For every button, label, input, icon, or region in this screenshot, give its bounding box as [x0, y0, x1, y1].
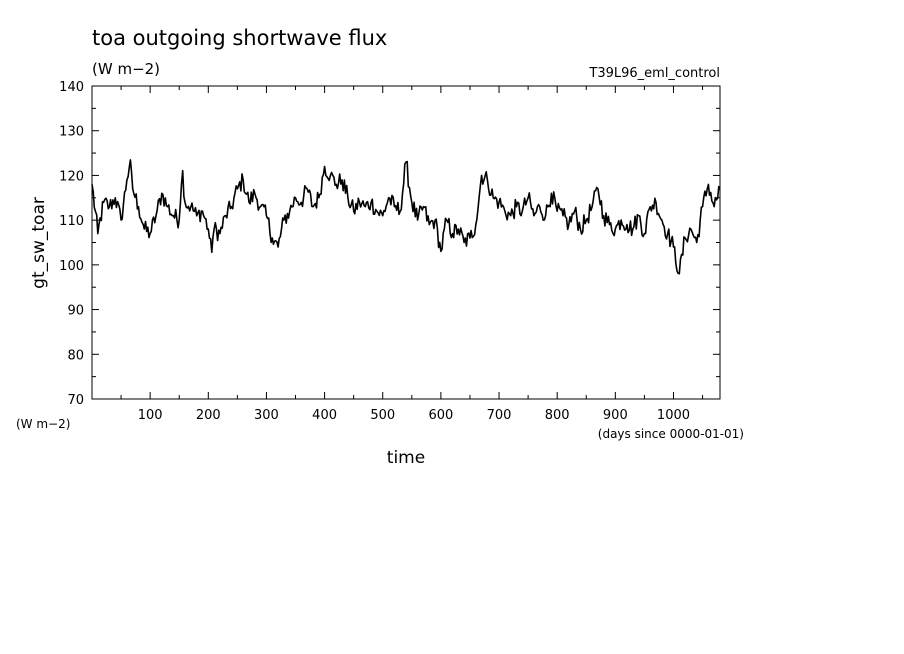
x-axis-label: time — [387, 448, 425, 468]
y-axis-label: gt_sw_toar — [29, 197, 49, 289]
x-tick-label: 1000 — [657, 408, 690, 423]
x-tick-label: 200 — [196, 408, 221, 423]
chart-subtitle: (W m−2) — [92, 60, 160, 78]
x-tick-label: 100 — [138, 408, 163, 423]
series-line — [91, 159, 721, 275]
x-tick-label: 400 — [312, 408, 337, 423]
y-tick-label: 70 — [67, 393, 84, 408]
y-axis: 70 80 90 100 110 120 130 140 — [59, 80, 720, 408]
y-tick-label: 100 — [59, 259, 84, 274]
y-tick-label: 120 — [59, 169, 84, 184]
case-label: T39L96_eml_control — [588, 66, 720, 81]
chart-title: toa outgoing shortwave flux — [92, 26, 387, 50]
x-tick-label: 900 — [603, 408, 628, 423]
y-units-label: (W m−2) — [16, 417, 70, 431]
x-tick-label: 300 — [254, 408, 279, 423]
x-units-label: (days since 0000-01-01) — [598, 427, 744, 441]
y-tick-label: 130 — [59, 125, 84, 140]
x-tick-label: 500 — [370, 408, 395, 423]
plot-frame — [91, 85, 721, 400]
x-tick-label: 600 — [428, 408, 453, 423]
y-tick-label: 140 — [59, 80, 84, 95]
x-tick-label: 800 — [545, 408, 570, 423]
y-tick-label: 110 — [59, 214, 84, 229]
x-axis: 100 200 300 400 500 600 700 800 900 1000 — [120, 86, 704, 423]
y-tick-label: 80 — [67, 348, 84, 363]
y-tick-label: 90 — [67, 304, 84, 319]
x-tick-label: 700 — [487, 408, 512, 423]
